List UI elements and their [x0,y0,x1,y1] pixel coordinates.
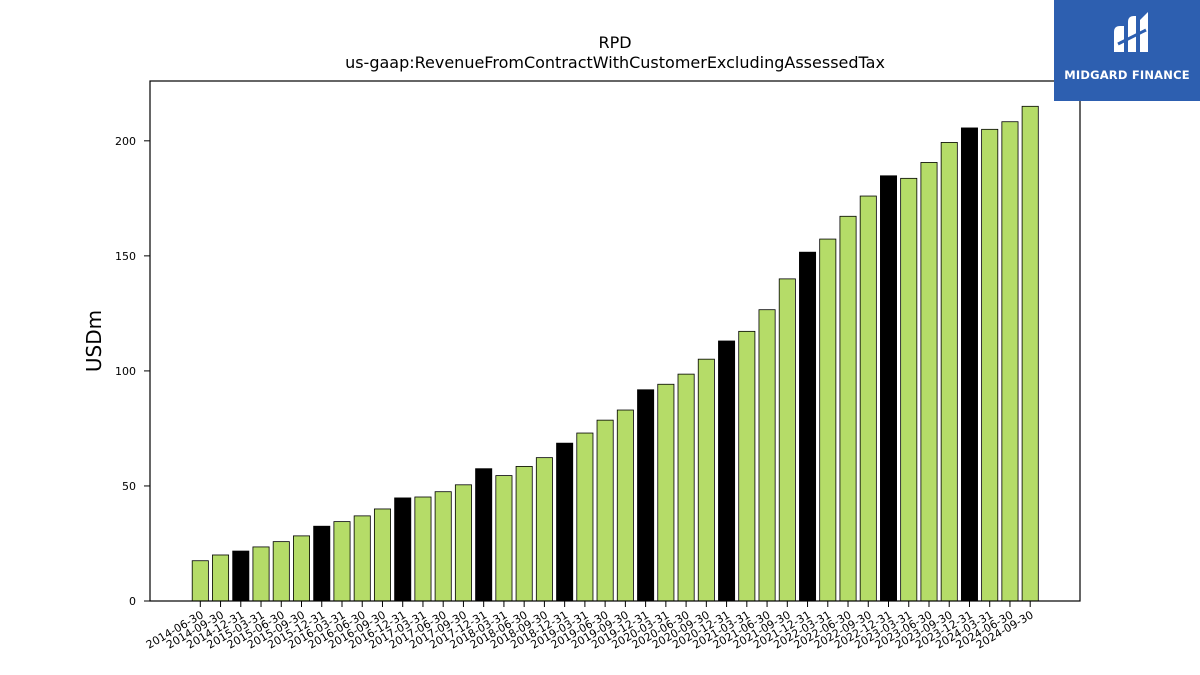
y-tick-label: 200 [115,135,136,148]
bar-2017-12-31 [475,468,493,602]
bar-2021-09-30 [778,278,796,602]
bar-2018-12-31 [556,442,574,602]
x-axis: 2014-06-302014-09-302014-12-312015-03-31… [144,601,1036,652]
bar-2016-09-30 [373,508,391,602]
bar-2021-12-31 [799,251,817,602]
brand-logo: MIDGARD FINANCE [1054,0,1200,101]
bar-2019-12-31 [637,389,655,602]
bar-2019-06-30 [596,419,614,602]
plot-frame [149,80,1081,602]
bar-2014-06-30 [191,560,209,602]
bar-2022-12-31 [880,175,897,602]
bar-2018-03-31 [495,475,513,602]
bar-2024-06-30 [1001,121,1019,602]
bar-2015-09-30 [293,535,311,602]
bar-2018-06-30 [515,465,533,602]
y-tick-label: 150 [115,250,136,263]
y-axis-label: USDm [82,310,106,372]
bar-2023-09-30 [940,142,958,602]
bar-2016-12-31 [394,497,412,602]
bar-2023-12-31 [960,127,978,602]
bar-2020-03-31 [657,383,675,602]
logo-mark-icon [1114,12,1148,52]
bar-2023-06-30 [920,162,938,602]
bar-2017-09-30 [454,484,472,602]
bar-2019-09-30 [616,409,634,602]
bar-2024-03-31 [981,128,999,602]
bar-2016-03-31 [333,521,351,602]
bar-2020-09-30 [697,358,715,602]
bar-2015-03-31 [252,546,270,602]
bar-2021-03-31 [738,330,756,602]
bar-2024-09-30 [1021,105,1039,602]
bar-2015-12-31 [313,525,331,602]
y-tick-label: 100 [115,365,136,378]
bar-2020-12-31 [718,340,736,602]
logo-text: MIDGARD FINANCE [1064,68,1190,82]
chart-title: RPD [598,33,631,52]
bar-2015-06-30 [272,541,290,602]
bar-2022-09-30 [859,195,877,602]
bar-2019-03-31 [576,432,594,602]
bar-2021-06-30 [758,309,776,602]
bar-2020-06-30 [677,373,695,602]
bar-2014-12-31 [232,550,250,602]
chart-subtitle: us-gaap:RevenueFromContractWithCustomerE… [345,53,885,72]
bar-2016-06-30 [353,515,371,602]
bar-2023-03-31 [900,177,918,602]
bar-2018-09-30 [535,457,553,602]
bar-2022-06-30 [839,215,857,602]
bar-2014-09-30 [212,554,230,602]
bar-2017-03-31 [414,496,432,602]
bars-group [191,105,1039,602]
bar-2017-06-30 [434,491,452,602]
y-axis: 0 50 100 150 200 [115,135,150,608]
y-tick-label: 50 [122,480,136,493]
y-tick-label: 0 [129,595,136,608]
bar-2022-03-31 [819,238,837,602]
